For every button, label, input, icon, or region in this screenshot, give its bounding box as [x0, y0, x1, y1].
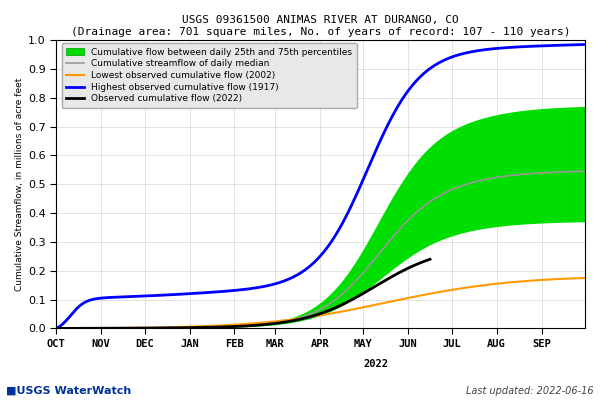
Text: Last updated: 2022-06-16: Last updated: 2022-06-16 [466, 386, 594, 396]
Text: 2022: 2022 [364, 359, 388, 369]
Text: ■USGS WaterWatch: ■USGS WaterWatch [6, 386, 131, 396]
Title: USGS 09361500 ANIMAS RIVER AT DURANGO, CO
(Drainage area: 701 square miles, No. : USGS 09361500 ANIMAS RIVER AT DURANGO, C… [71, 15, 571, 37]
Legend: Cumulative flow between daily 25th and 75th percentiles, Cumulative streamflow o: Cumulative flow between daily 25th and 7… [62, 43, 357, 108]
Y-axis label: Cumulative Streamflow, in millions of acre feet: Cumulative Streamflow, in millions of ac… [15, 78, 24, 291]
